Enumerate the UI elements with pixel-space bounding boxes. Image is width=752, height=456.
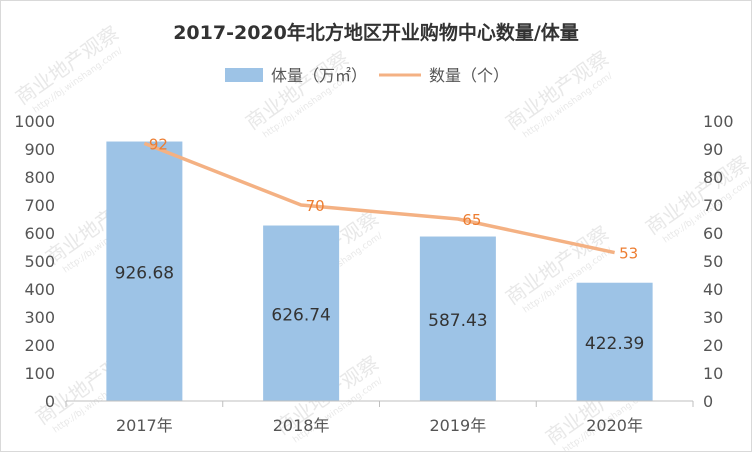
- bar: [419, 236, 496, 401]
- y-right-tick-label: 100: [703, 112, 734, 131]
- line-value-label: 65: [462, 211, 481, 229]
- bar-value-label: 587.43: [428, 311, 487, 331]
- y-left-tick-label: 300: [24, 308, 55, 327]
- x-tick-label: 2019年: [430, 416, 487, 435]
- x-tick-label: 2020年: [586, 416, 643, 435]
- y-axis-left: 0 100 200 300 400 500 600 700 800 900 1000: [14, 112, 55, 411]
- line-value-label: 53: [619, 245, 638, 263]
- line-value-label: 70: [306, 197, 325, 215]
- y-right-tick-label: 90: [703, 140, 723, 159]
- y-left-tick-label: 900: [24, 140, 55, 159]
- y-left-tick-label: 500: [24, 252, 55, 271]
- y-axis-right: 0 10 20 30 40 50 60 70 80 90 100: [703, 112, 734, 411]
- legend-bar-swatch: [225, 68, 263, 82]
- y-left-tick-label: 100: [24, 364, 55, 383]
- legend: 体量（万㎡） 数量（个）: [225, 66, 509, 85]
- y-right-tick-label: 80: [703, 168, 723, 187]
- x-tick-label: 2017年: [116, 416, 173, 435]
- y-right-tick-label: 70: [703, 196, 723, 215]
- bar-value-label: 626.74: [271, 305, 330, 325]
- y-left-tick-label: 700: [24, 196, 55, 215]
- x-axis: 2017年 2018年 2019年 2020年: [65, 400, 694, 435]
- y-left-tick-label: 400: [24, 280, 55, 299]
- y-right-tick-label: 60: [703, 224, 723, 243]
- y-right-tick-label: 40: [703, 280, 723, 299]
- x-tick-label: 2018年: [273, 416, 330, 435]
- line-value-label: 92: [149, 135, 168, 153]
- y-left-tick-label: 600: [24, 224, 55, 243]
- bar-series: 926.68 626.74 587.43 422.39: [106, 141, 653, 401]
- y-left-tick-label: 1000: [14, 112, 55, 131]
- line-path: [143, 141, 615, 255]
- bar: [576, 282, 653, 401]
- legend-line-label: 数量（个）: [429, 66, 509, 85]
- y-right-tick-label: 50: [703, 252, 723, 271]
- y-left-tick-label: 0: [45, 392, 55, 411]
- line-series: 92 70 65 53: [143, 135, 638, 263]
- y-left-tick-label: 800: [24, 168, 55, 187]
- bar: [106, 141, 183, 401]
- bar-value-label: 926.68: [115, 263, 174, 283]
- y-right-tick-label: 0: [703, 392, 713, 411]
- bar-value-label: 422.39: [585, 334, 644, 354]
- y-right-tick-label: 30: [703, 308, 723, 327]
- y-right-tick-label: 10: [703, 364, 723, 383]
- y-right-tick-label: 20: [703, 336, 723, 355]
- chart-title: 2017-2020年北方地区开业购物中心数量/体量: [173, 21, 579, 44]
- y-left-tick-label: 200: [24, 336, 55, 355]
- legend-bar-label: 体量（万㎡）: [271, 66, 367, 85]
- bar: [263, 225, 340, 401]
